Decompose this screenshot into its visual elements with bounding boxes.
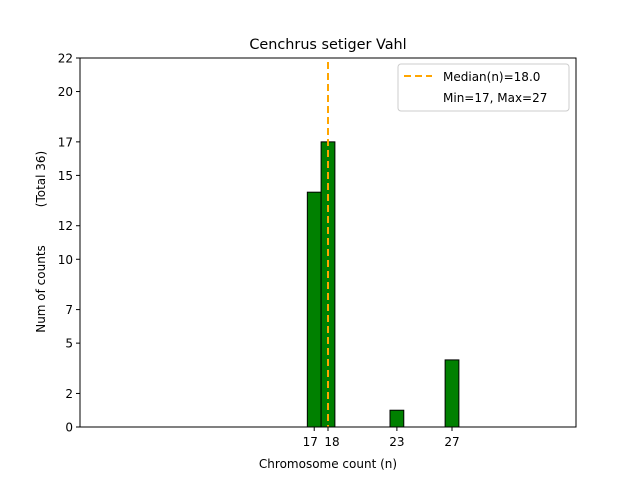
x-axis-label: Chromosome count (n) [259, 457, 397, 471]
chart-title: Cenchrus setiger Vahl [249, 37, 406, 53]
y-tick-label: 5 [65, 337, 73, 351]
x-tick-label: 18 [324, 435, 339, 449]
x-tick-label: 17 [303, 435, 318, 449]
legend-minmax-label: Min=17, Max=27 [443, 91, 547, 105]
y-axis-total-label: (Total 36) [34, 151, 48, 207]
y-tick-label: 12 [58, 219, 73, 233]
y-tick-label: 17 [58, 135, 73, 149]
bar-17 [306, 191, 322, 428]
legend-median-label: Median(n)=18.0 [443, 70, 540, 84]
x-tick-label: 27 [444, 435, 459, 449]
y-tick-label: 10 [58, 253, 73, 267]
y-tick-label: 2 [65, 387, 73, 401]
plot-frame [79, 57, 577, 428]
bar-23 [389, 409, 405, 428]
y-tick-label: 22 [58, 52, 73, 66]
y-tick-label: 0 [65, 421, 73, 435]
y-tick-label: 7 [65, 303, 73, 317]
y-tick-label: 20 [58, 85, 73, 99]
y-tick-label: 15 [58, 169, 73, 183]
legend: Median(n)=18.0 Min=17, Max=27 [397, 63, 570, 112]
y-axis-label: Num of counts [34, 245, 48, 333]
bar-27 [444, 359, 460, 428]
x-tick-label: 23 [389, 435, 404, 449]
